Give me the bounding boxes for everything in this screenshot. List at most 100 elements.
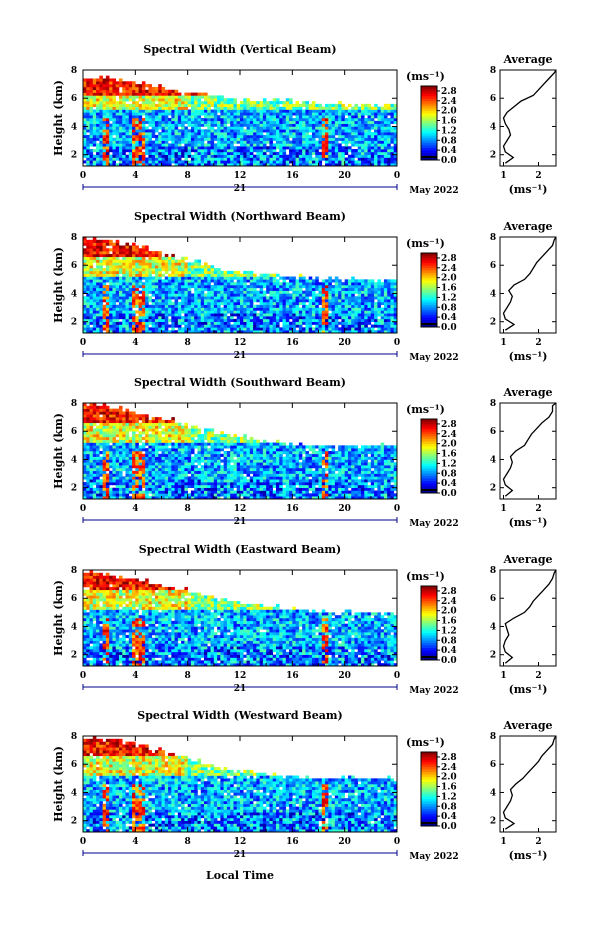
heatmap-cell: [171, 268, 175, 272]
heatmap-cell: [233, 324, 238, 328]
heatmap-cell: [256, 290, 260, 294]
heatmap-cell: [86, 268, 90, 272]
heatmap-cell: [92, 324, 97, 328]
heatmap-cell: [168, 92, 172, 96]
heatmap-cell: [145, 106, 149, 110]
heatmap-cell: [259, 330, 264, 334]
heatmap-cell: [158, 109, 162, 113]
heatmap-cell: [325, 140, 329, 144]
heatmap-cell: [289, 112, 293, 116]
heatmap-cell: [393, 296, 398, 300]
heatmap-cell: [109, 137, 113, 141]
heatmap-cell: [99, 436, 103, 440]
heatmap-cell: [204, 98, 208, 102]
heatmap-cell: [96, 293, 100, 297]
heatmap-cell: [105, 293, 110, 297]
heatmap-cell: [361, 293, 365, 297]
heatmap-cell: [236, 279, 241, 283]
heatmap-cell: [122, 313, 126, 317]
heatmap-cell: [102, 137, 107, 141]
heatmap-cell: [200, 132, 205, 136]
heatmap-cell: [279, 109, 283, 113]
heatmap-cell: [298, 282, 303, 286]
heatmap-cell: [331, 279, 336, 283]
heatmap-cell: [89, 321, 94, 325]
heatmap-cell: [223, 126, 228, 130]
heatmap-cell: [207, 318, 211, 322]
heatmap-cell: [194, 120, 198, 124]
heatmap-cell: [302, 163, 306, 167]
heatmap-cell: [357, 115, 362, 119]
heatmap-cell: [168, 112, 172, 116]
colorbar-segment: [421, 277, 437, 281]
heatmap-cell: [168, 109, 172, 113]
heatmap-cell: [285, 160, 290, 164]
heatmap-cell: [89, 470, 94, 474]
heatmap-cell: [168, 118, 172, 122]
heatmap-cell: [148, 316, 152, 320]
heatmap-cell: [249, 132, 254, 136]
heatmap-cell: [230, 103, 234, 107]
heatmap-cell: [128, 149, 133, 153]
heatmap-cell: [194, 123, 198, 127]
heatmap-cell: [220, 143, 224, 147]
heatmap-cell: [318, 120, 323, 124]
heatmap-cell: [256, 109, 260, 113]
heatmap-cell: [102, 324, 107, 328]
heatmap-cell: [154, 327, 159, 331]
heatmap-cell: [207, 313, 211, 317]
heatmap-cell: [275, 109, 280, 113]
heatmap-cell: [86, 78, 90, 82]
heatmap-cell: [145, 251, 149, 255]
heatmap-cell: [393, 285, 398, 289]
heatmap-cell: [279, 287, 283, 291]
heatmap-cell: [289, 293, 293, 297]
heatmap-cell: [83, 408, 87, 412]
heatmap-cell: [351, 149, 355, 153]
heatmap-cell: [334, 132, 339, 136]
heatmap-cell: [135, 126, 139, 130]
heatmap-cell: [377, 293, 381, 297]
heatmap-cell: [246, 140, 251, 144]
heatmap-cell: [187, 123, 192, 127]
heatmap-cell: [187, 330, 192, 334]
heatmap-cell: [364, 157, 368, 161]
heatmap-cell: [105, 316, 110, 320]
colorbar-segment: [421, 309, 437, 313]
heatmap-cell: [210, 129, 215, 133]
heatmap-cell: [200, 129, 205, 133]
heatmap-cell: [187, 287, 192, 291]
heatmap-cell: [122, 321, 126, 325]
heatmap-cell: [295, 157, 300, 161]
heatmap-cell: [109, 239, 113, 243]
heatmap-cell: [128, 89, 133, 93]
heatmap-cell: [141, 301, 146, 306]
heatmap-cell: [217, 273, 221, 277]
heatmap-cell: [96, 290, 100, 294]
heatmap-cell: [393, 137, 398, 141]
heatmap-cell: [164, 137, 169, 141]
heatmap-cell: [298, 293, 303, 297]
heatmap-cell: [86, 459, 90, 463]
heatmap-cell: [282, 290, 287, 294]
heatmap-cell: [305, 330, 309, 334]
heatmap-cell: [92, 95, 97, 99]
heatmap-cell: [380, 287, 385, 291]
x-tick-label: 8: [185, 338, 191, 348]
heatmap-cell: [125, 123, 130, 127]
heatmap-cell: [256, 299, 260, 303]
heatmap-cell: [364, 146, 368, 150]
heatmap-cell: [213, 293, 218, 297]
heatmap-cell: [194, 149, 198, 153]
heatmap-cell: [282, 160, 287, 164]
heatmap-cell: [89, 473, 94, 477]
heatmap-cell: [210, 321, 215, 325]
heatmap-cell: [318, 324, 323, 328]
heatmap-cell: [148, 279, 152, 283]
heatmap-cell: [217, 132, 221, 136]
heatmap-cell: [240, 304, 244, 308]
heatmap-cell: [83, 439, 87, 443]
heatmap-cell: [109, 287, 113, 291]
heatmap-cell: [187, 160, 192, 164]
heatmap-cell: [233, 109, 238, 113]
